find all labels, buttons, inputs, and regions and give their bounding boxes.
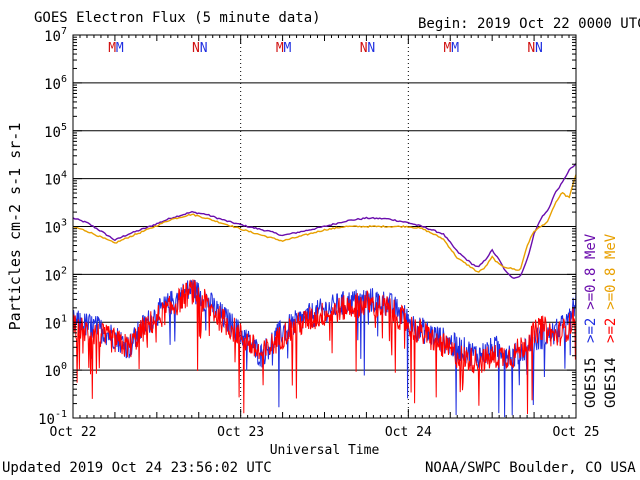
y-tick-label: 103 (44, 218, 67, 237)
x-tick-label: Oct 25 (553, 425, 600, 440)
y-tick-label: 107 (44, 26, 67, 45)
marker-label: M (284, 41, 292, 56)
y-tick-label: 102 (44, 265, 67, 284)
credit: NOAA/SWPC Boulder, CO USA (425, 460, 636, 476)
marker-label: M (108, 41, 116, 56)
marker-label: M (116, 41, 124, 56)
legend-entry: GOES14 >=2 (603, 318, 619, 408)
marker-label: N (527, 41, 535, 56)
x-tick-label: Oct 22 (50, 425, 97, 440)
legend-entry: >=0.8 MeV (583, 233, 599, 309)
x-axis-label: Universal Time (270, 443, 380, 458)
marker-label: M (276, 41, 284, 56)
legend-column: GOES14 >=2 >=0.8 MeV (603, 233, 619, 408)
marker-label: N (200, 41, 208, 56)
x-tick-label: Oct 23 (217, 425, 264, 440)
y-tick-label: 105 (44, 122, 67, 141)
marker-label: N (360, 41, 368, 56)
series-line-4 (72, 279, 577, 415)
x-tick-label: Oct 24 (385, 425, 432, 440)
y-tick-label: 106 (44, 74, 67, 93)
series-line-1 (72, 163, 577, 279)
y-tick-label: 104 (44, 170, 67, 189)
marker-label: N (367, 41, 375, 56)
begin-time: Begin: 2019 Oct 22 0000 UTC (418, 16, 640, 32)
chart-title: GOES Electron Flux (5 minute data) (34, 10, 321, 26)
y-tick-label: 10-1 (38, 409, 67, 428)
y-axis-label: Particles cm-2 s-1 sr-1 (6, 123, 24, 331)
series-line-2 (72, 174, 577, 273)
updated-time: Updated 2019 Oct 24 23:56:02 UTC (2, 460, 272, 476)
marker-label: N (535, 41, 543, 56)
marker-label: M (444, 41, 452, 56)
legend-entry: GOES15 >=2 (583, 318, 599, 408)
legend-entry: >=0.8 MeV (603, 233, 619, 309)
marker-label: N (192, 41, 200, 56)
marker-label: M (451, 41, 459, 56)
y-tick-label: 100 (44, 361, 67, 380)
y-tick-label: 101 (44, 313, 67, 332)
legend-column: GOES15 >=2 >=0.8 MeV (583, 233, 599, 408)
